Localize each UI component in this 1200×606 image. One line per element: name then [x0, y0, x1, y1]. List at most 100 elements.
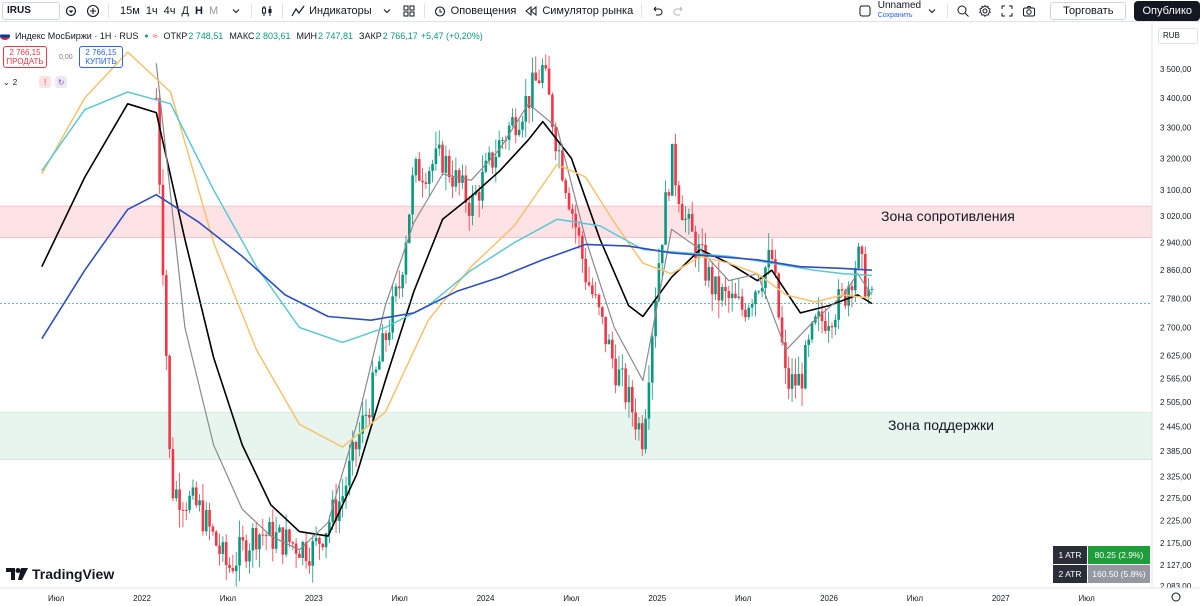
timeframe-3[interactable]: Д — [181, 4, 189, 17]
price-tick-18: 2 175,00 — [1160, 539, 1192, 548]
candle-body — [451, 177, 454, 187]
timeframe-4[interactable]: Н — [194, 4, 203, 17]
close-value: 2 766,17 — [382, 31, 418, 41]
candle-body — [694, 231, 697, 259]
candle-body — [577, 227, 581, 236]
candle-body — [371, 372, 374, 418]
candle-body — [591, 285, 594, 295]
warning-icon[interactable]: ! — [39, 76, 52, 88]
candle-body — [214, 531, 218, 546]
candle-body — [720, 287, 724, 301]
candle-body — [254, 527, 258, 550]
candle-body — [521, 121, 524, 130]
price-tick-2: 3 300,00 — [1160, 124, 1192, 133]
timeframe-1[interactable]: 1ч — [145, 4, 158, 17]
candle-body — [607, 339, 611, 345]
indicator-count: 2 — [12, 77, 18, 87]
undo-icon[interactable] — [646, 0, 668, 21]
moving-averages-layer — [41, 51, 873, 551]
candle-body — [268, 521, 271, 536]
candle-body — [444, 155, 448, 173]
layout-chevron-icon[interactable] — [921, 0, 943, 21]
currency-selector[interactable] — [1158, 28, 1198, 44]
candle-body — [321, 543, 325, 548]
compare-add-icon[interactable] — [82, 0, 104, 21]
candle-body — [804, 345, 807, 389]
candle-body — [374, 369, 378, 373]
high-label: МАКС — [229, 31, 255, 41]
price-tick-3: 3 200,00 — [1160, 154, 1192, 163]
sell-button[interactable]: 2 766,15 ПРОДАТЬ — [3, 46, 47, 68]
timeframe-2[interactable]: 4ч — [163, 4, 176, 17]
trade-label: Торговать — [1063, 4, 1114, 17]
price-tick-20: 2 083,00 — [1160, 582, 1192, 591]
layout-name[interactable]: Unnamed Сохранить — [878, 0, 921, 21]
collapse-chevron-icon[interactable]: ⌄ — [3, 77, 10, 87]
candle-body — [730, 293, 734, 299]
candles-style-icon[interactable] — [256, 0, 278, 21]
candle-body — [171, 449, 175, 499]
redo-icon[interactable] — [668, 0, 690, 21]
chart-legend: Индекс МосБиржи · 1Н · RUS ● ≈ ОТКР 2 748… — [0, 27, 483, 45]
time-tick-7: 2025 — [648, 594, 666, 603]
trade-button[interactable]: Торговать — [1050, 1, 1127, 20]
symbol-menu-icon[interactable] — [60, 0, 82, 21]
candle-body — [421, 180, 424, 183]
replay-button[interactable]: Симулятор рынка — [520, 0, 637, 21]
candle-body — [810, 322, 814, 340]
candle-body — [427, 170, 431, 184]
candle-body — [221, 542, 225, 554]
candle-body — [667, 192, 671, 196]
candle-body — [710, 267, 714, 295]
candle-body — [278, 527, 281, 533]
candle-body — [737, 296, 741, 298]
camera-snapshot-icon[interactable] — [1018, 0, 1040, 21]
candle-body — [630, 387, 634, 413]
quick-search-icon[interactable] — [952, 0, 974, 21]
atr-label-cell — [1053, 565, 1087, 583]
candle-body — [587, 282, 591, 286]
fullscreen-icon[interactable] — [996, 0, 1018, 21]
candle-body — [727, 291, 731, 299]
legend-title[interactable]: Индекс МосБиржи · 1Н · RUS — [15, 31, 139, 41]
tradingview-logo[interactable]: TradingView — [6, 566, 114, 582]
time-axis: Июл 2022 Июл 2023 Июл 2024 Июл 2025 Июл 2026 Июл 20… — [0, 587, 1200, 606]
candle-body — [750, 304, 754, 308]
price-tick-6: 2 940,00 — [1160, 239, 1192, 248]
indicators-chevron-icon[interactable] — [376, 0, 398, 21]
templates-grid-icon[interactable] — [398, 0, 420, 21]
alerts-button[interactable]: Оповещения — [429, 0, 521, 21]
candle-body — [531, 72, 534, 109]
candle-body — [328, 522, 331, 534]
buy-button[interactable]: 2 766,15 КУПИТЬ — [79, 46, 123, 68]
candle-body — [284, 529, 288, 555]
candle-body — [787, 368, 791, 389]
price-chart[interactable]: Зона сопротивления Зона поддержки 2 766,1… — [0, 22, 1200, 606]
timeframe-0[interactable]: 15м — [120, 4, 140, 17]
candle-body — [850, 286, 854, 291]
timeframe-5[interactable]: М — [208, 4, 219, 17]
sync-icon[interactable]: ↻ — [55, 76, 68, 88]
resistance-zone-label: Зона сопротивления — [881, 208, 1015, 224]
candle-body — [654, 300, 657, 337]
price-axis-background — [1152, 22, 1200, 606]
candle-body — [704, 244, 707, 281]
candle-body — [707, 267, 711, 281]
candle-body — [188, 495, 191, 511]
candle-body — [744, 309, 747, 318]
settings-gear-icon[interactable] — [974, 0, 996, 21]
candle-body — [354, 441, 358, 450]
buy-price: 2 766,15 — [85, 48, 117, 57]
symbol-search-input[interactable]: IRUS — [2, 1, 60, 20]
candle-body — [234, 565, 238, 572]
candle-body — [680, 204, 684, 221]
timeframe-chevron-icon[interactable] — [225, 0, 247, 21]
publish-button[interactable]: Опублико — [1134, 0, 1200, 21]
indicators-button[interactable]: Индикаторы — [287, 0, 376, 21]
candle-body — [224, 542, 228, 566]
divider — [251, 3, 253, 18]
layout-checkbox-icon[interactable] — [854, 0, 876, 21]
candle-body — [684, 218, 687, 221]
candle-body — [381, 333, 384, 362]
price-tick-11: 2 565,00 — [1160, 375, 1192, 384]
